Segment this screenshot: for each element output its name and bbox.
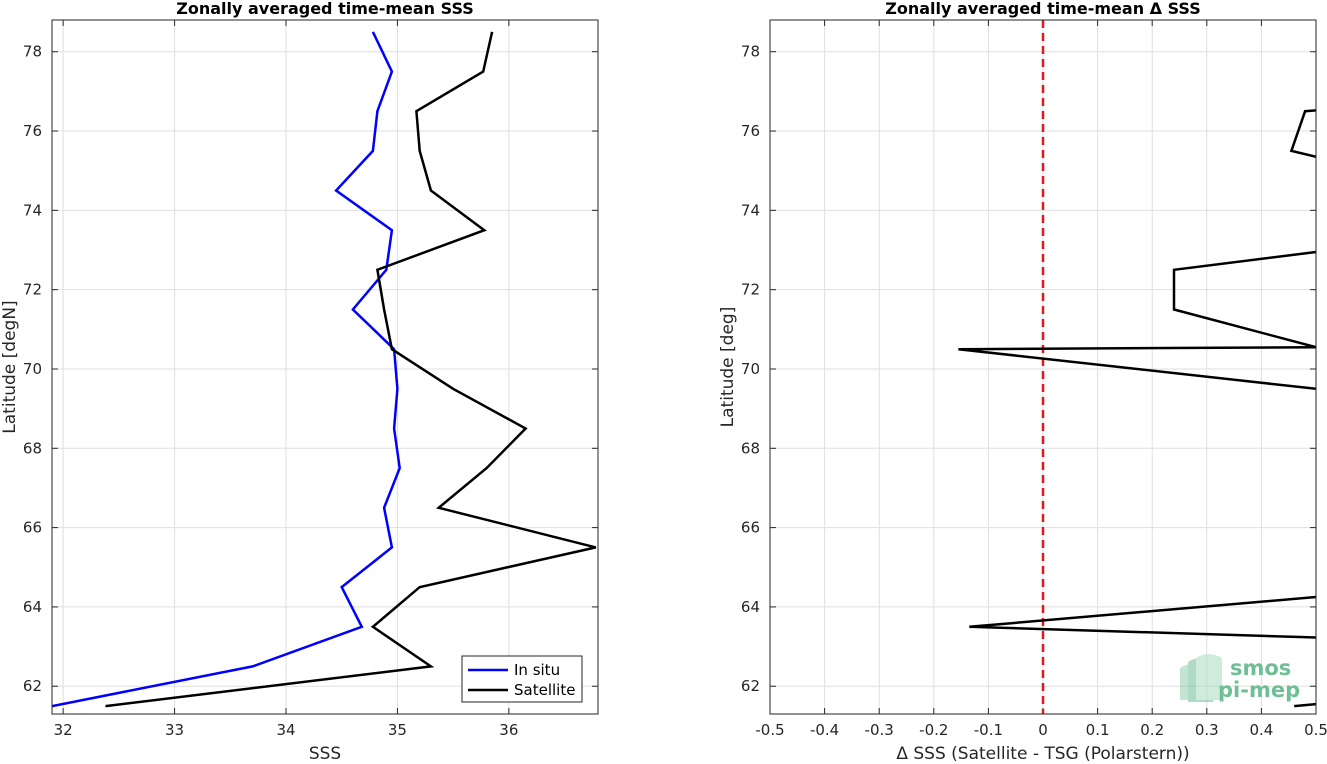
y-tick-label: 66 bbox=[23, 519, 42, 537]
x-tick-label: 32 bbox=[54, 721, 73, 739]
x-tick-label: 35 bbox=[388, 721, 407, 739]
y-tick-label: 72 bbox=[741, 281, 760, 299]
series-line bbox=[1294, 702, 1316, 708]
y-tick-labels: 62 64 66 68 70 72 74 76 78 bbox=[23, 43, 42, 696]
logo-mark-icon bbox=[1180, 654, 1222, 702]
x-tick-label: 0.2 bbox=[1140, 721, 1164, 739]
series-clip bbox=[958, 109, 1316, 708]
legend: In situ Satellite bbox=[461, 655, 583, 703]
series-line-in-situ bbox=[52, 31, 401, 708]
x-tick-label: 0.4 bbox=[1249, 721, 1273, 739]
y-tick-label: 74 bbox=[23, 201, 42, 219]
x-tick-label: -0.3 bbox=[865, 721, 894, 739]
legend-label-satellite: Satellite bbox=[514, 681, 575, 699]
x-tick-label: 0.1 bbox=[1086, 721, 1110, 739]
y-tick-labels: 62 64 66 68 70 72 74 76 78 bbox=[741, 43, 760, 696]
y-tick-label: 64 bbox=[741, 598, 760, 616]
chart-title: Zonally averaged time-mean Δ SSS bbox=[885, 0, 1201, 18]
logo-text-smos: smos bbox=[1230, 656, 1291, 680]
y-tick-label: 70 bbox=[741, 360, 760, 378]
chart-sss-profile: Zonally averaged time-mean SSS 32 33 34 35 3… bbox=[0, 0, 599, 764]
y-tick-label: 76 bbox=[23, 122, 42, 140]
y-tick-label: 78 bbox=[741, 43, 760, 61]
series-layer bbox=[769, 19, 1317, 715]
y-axis-label: Latitude [degN] bbox=[0, 300, 20, 433]
x-tick-label: 34 bbox=[276, 721, 295, 739]
x-axis-label: Δ SSS (Satellite - TSG (Polarstern)) bbox=[896, 744, 1189, 764]
legend-box bbox=[461, 655, 583, 703]
axes-frame bbox=[51, 19, 599, 715]
y-tick-label: 66 bbox=[741, 519, 760, 537]
y-tick-label: 62 bbox=[23, 677, 42, 695]
plot-area bbox=[52, 20, 598, 714]
x-tick-label: 0.3 bbox=[1195, 721, 1219, 739]
y-tick-label: 64 bbox=[23, 598, 42, 616]
y-tick-label: 68 bbox=[741, 439, 760, 457]
series-line bbox=[958, 345, 1316, 391]
y-tick-label: 74 bbox=[741, 201, 760, 219]
x-axis-label: SSS bbox=[309, 744, 341, 764]
y-tick-label: 70 bbox=[23, 360, 42, 378]
x-tick-label: -0.4 bbox=[810, 721, 839, 739]
series-line-satellite bbox=[105, 31, 597, 708]
legend-label-in-situ: In situ bbox=[514, 661, 560, 679]
series-clip bbox=[52, 31, 597, 708]
y-tick-label: 72 bbox=[23, 281, 42, 299]
x-tick-label: -0.2 bbox=[919, 721, 948, 739]
series-line bbox=[1289, 109, 1316, 159]
y-tick-label: 68 bbox=[23, 439, 42, 457]
y-tick-label: 76 bbox=[741, 122, 760, 140]
series-line bbox=[1172, 250, 1316, 349]
chart-delta-sss-profile: Zonally averaged time-mean Δ SSS -0.5 -0.… bbox=[718, 0, 1327, 764]
series-layer bbox=[51, 19, 599, 715]
grid bbox=[52, 20, 598, 714]
x-tick-labels: 32 33 34 35 36 bbox=[54, 721, 519, 739]
chart-title: Zonally averaged time-mean SSS bbox=[176, 0, 474, 18]
y-axis-label: Latitude [deg] bbox=[718, 307, 738, 428]
smos-pi-mep-logo: smos pi-mep bbox=[1180, 654, 1300, 702]
x-tick-label: 0.5 bbox=[1304, 721, 1327, 739]
x-tick-label: 0 bbox=[1038, 721, 1048, 739]
x-tick-label: -0.1 bbox=[974, 721, 1003, 739]
y-tick-label: 62 bbox=[741, 677, 760, 695]
x-tick-label: 36 bbox=[499, 721, 518, 739]
axes-frame bbox=[769, 19, 1317, 715]
x-tick-labels: -0.5 -0.4 -0.3 -0.2 -0.1 0 0.1 0.2 0.3 0.4 0.5 bbox=[755, 721, 1327, 739]
x-tick-label: 33 bbox=[165, 721, 184, 739]
series-line bbox=[969, 595, 1316, 639]
x-tick-label: -0.5 bbox=[755, 721, 784, 739]
y-tick-label: 78 bbox=[23, 43, 42, 61]
logo-text-pi-mep: pi-mep bbox=[1218, 678, 1300, 702]
